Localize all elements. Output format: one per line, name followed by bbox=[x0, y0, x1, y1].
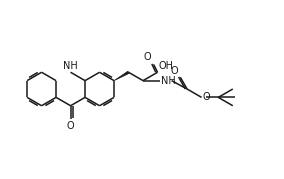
Text: NH: NH bbox=[161, 76, 176, 86]
Polygon shape bbox=[114, 71, 129, 81]
Text: NH: NH bbox=[63, 61, 78, 71]
Text: O: O bbox=[67, 120, 74, 130]
Text: OH: OH bbox=[158, 61, 174, 71]
Text: O: O bbox=[143, 52, 151, 62]
Text: O: O bbox=[171, 66, 178, 76]
Text: O: O bbox=[202, 92, 210, 102]
